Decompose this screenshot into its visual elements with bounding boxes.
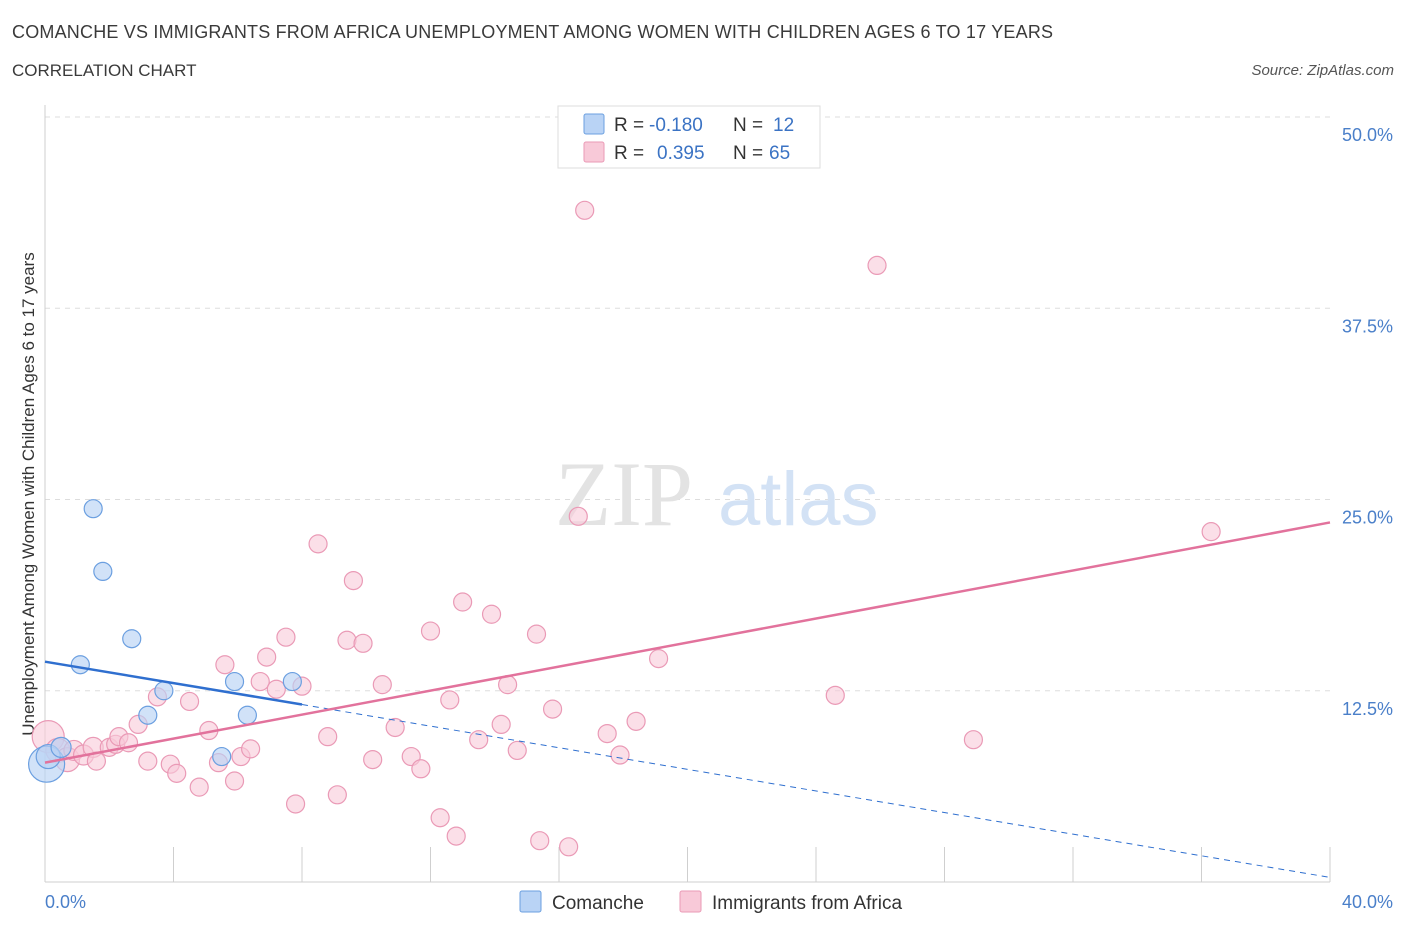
gridlines [45,116,1330,692]
comanche-trend-extension [301,704,1331,878]
comanche-point [282,671,302,692]
comanche-point [83,499,103,519]
x-tick-label-min: 0.0% [45,892,86,912]
legend-n-label-2: N = [733,143,763,164]
y-tick-label: 25.0% [1342,508,1393,528]
africa-point [491,714,511,735]
africa-point [343,570,363,591]
africa-point [481,604,502,624]
bottom-legend-comanche: Comanche [552,893,644,914]
africa-point [215,655,235,675]
legend-n-label-1: N = [733,115,763,136]
legend-n-value-1: 12 [773,115,794,136]
comanche-point [154,681,174,701]
watermark-atlas: atlas [718,457,879,542]
africa-point [575,200,595,220]
africa-point [308,534,328,554]
africa-point [179,691,200,712]
y-axis-label: Unemployment Among Women with Children A… [19,252,38,736]
bottom-legend-swatch-comanche [519,890,542,913]
africa-point [440,690,460,710]
africa-point [167,763,187,783]
africa-point [372,675,392,695]
africa-point [507,740,527,761]
comanche-point [93,561,113,582]
africa-point [327,785,347,805]
africa-point [1201,522,1221,542]
africa-point [385,717,405,738]
y-tick-label: 37.5% [1342,316,1393,336]
chart-subtitle: CORRELATION CHART [12,61,197,80]
africa-point [963,730,984,750]
trend-lines [44,521,1331,878]
y-tick-label: 12.5% [1342,699,1393,719]
legend: R = -0.180 N = 12 R = 0.395 N = 65 [557,105,821,169]
africa-point [276,627,296,647]
africa-point [568,506,588,526]
africa-point [257,647,277,667]
africa-point [285,794,306,814]
chart-title: COMANCHE VS IMMIGRANTS FROM AFRICA UNEMP… [12,22,1054,42]
watermark-zip: ZIP [555,443,693,545]
africa-point [648,649,669,669]
legend-swatch-africa [583,141,605,163]
legend-r-label-1: R = [614,115,644,136]
africa-point [446,826,466,846]
africa-point [610,745,630,765]
bottom-legend-africa: Immigrants from Africa [712,893,902,914]
comanche-point [224,671,245,692]
africa-point [266,679,286,699]
africa-point [626,711,646,731]
comanche-trend-line [44,660,303,706]
legend-r-label-2: R = [614,143,644,164]
africa-point [597,723,617,744]
legend-r-value-2: 0.395 [657,143,705,164]
y-tick-labels: 12.5% 25.0% 37.5% 50.0% [1342,125,1393,719]
source-label: Source: ZipAtlas.com [1251,62,1394,79]
africa-point [867,255,887,276]
immigrants-from-africa-points [31,200,1221,857]
africa-point [469,730,489,750]
comanche-point [138,705,158,725]
africa-point [453,592,473,612]
africa-point [250,671,270,692]
bottom-legend: Comanche Immigrants from Africa [519,890,902,914]
comanche-point [50,736,72,758]
legend-n-value-2: 65 [769,143,790,164]
africa-point [530,831,550,851]
africa-point [337,630,357,650]
africa-point [224,771,245,791]
comanche-point [212,746,232,767]
x-tick-label-max: 40.0% [1342,892,1393,912]
africa-trend-line [44,521,1331,764]
africa-point [526,624,547,644]
africa-point [430,808,450,828]
africa-point [353,633,373,653]
comanche-points [28,499,302,783]
africa-point [138,751,158,771]
comanche-point [70,655,90,675]
africa-point [363,749,383,770]
africa-point [411,759,431,779]
africa-point [189,777,209,797]
africa-point [318,727,338,747]
bottom-legend-swatch-africa [679,890,702,913]
comanche-point [122,629,142,649]
africa-point [241,739,261,759]
legend-r-value-1: -0.180 [649,115,703,136]
comanche-point [237,705,257,725]
x-axis-ticks [44,847,1331,882]
africa-point [420,621,441,641]
legend-swatch-comanche [583,113,605,135]
africa-point [559,837,579,857]
africa-point [825,685,845,705]
y-tick-label: 50.0% [1342,125,1393,145]
africa-point [542,699,563,719]
